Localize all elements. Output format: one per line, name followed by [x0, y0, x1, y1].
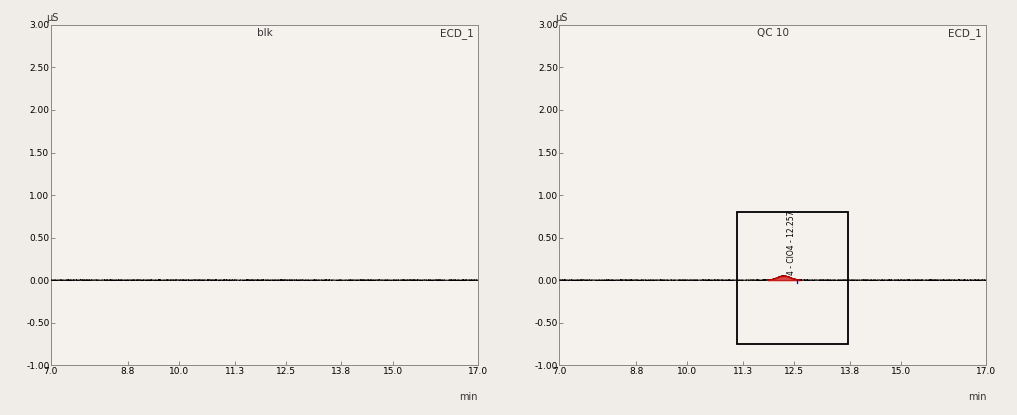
Bar [736, 212, 848, 344]
Text: μS: μS [47, 13, 59, 23]
Text: min: min [968, 393, 986, 403]
Text: min: min [460, 393, 478, 403]
Text: blk: blk [256, 28, 273, 38]
Text: ECD_1: ECD_1 [440, 28, 474, 39]
Text: 4 - ClO4 - 12.257: 4 - ClO4 - 12.257 [787, 211, 796, 276]
Text: μS: μS [555, 13, 567, 23]
Text: QC 10: QC 10 [757, 28, 789, 38]
Text: ECD_1: ECD_1 [949, 28, 982, 39]
